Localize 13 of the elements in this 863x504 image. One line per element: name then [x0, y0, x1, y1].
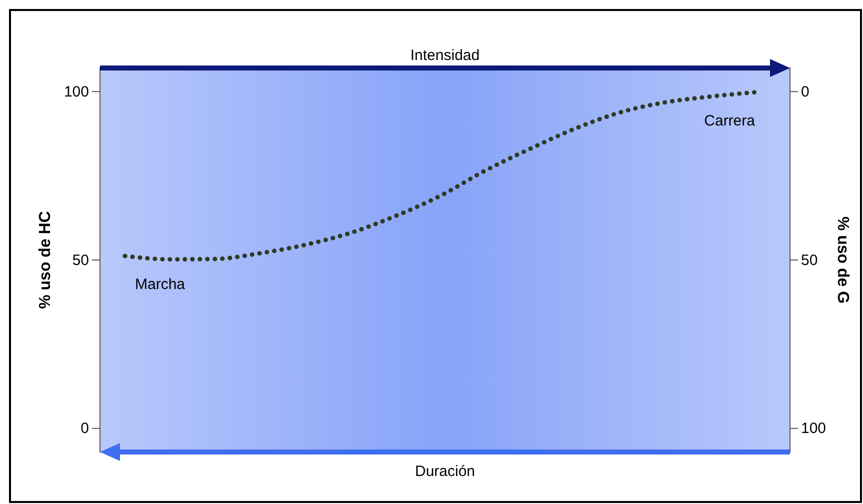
y-tick-label: 0	[80, 420, 89, 438]
x2-axis-title: Intensidad	[410, 47, 480, 64]
y2-tick-label: 0	[801, 83, 810, 100]
y2-tick-label: 50	[801, 252, 818, 269]
y-tick-label: 50	[72, 252, 89, 269]
annotation: Marcha	[135, 276, 186, 293]
y2-tick-label: 100	[801, 420, 826, 438]
annotation: Carrera	[704, 112, 756, 130]
y2-axis-title: % uso de G	[834, 216, 851, 304]
line-series	[122, 90, 758, 262]
y-axis-title: % uso de HC	[37, 210, 54, 309]
x-axis-title: Duración	[414, 463, 476, 480]
y-tick-label: 100	[64, 83, 89, 100]
